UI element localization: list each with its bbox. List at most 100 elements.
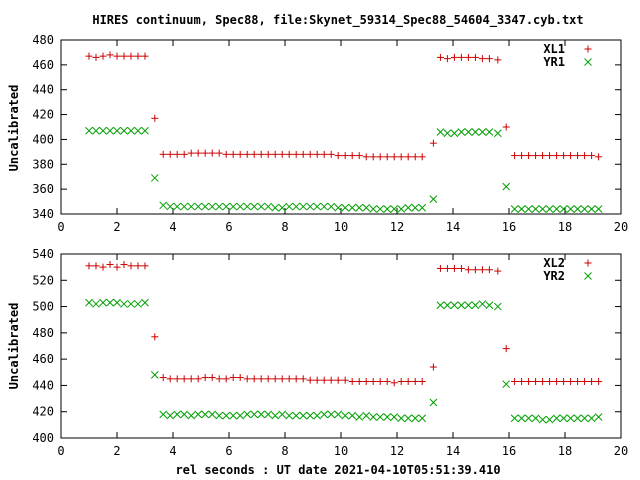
data-point <box>278 375 286 383</box>
data-point <box>166 375 174 383</box>
data-point <box>271 411 280 420</box>
data-point <box>99 52 107 60</box>
data-point <box>236 374 244 382</box>
data-point <box>581 152 589 160</box>
data-point <box>560 377 568 385</box>
data-point <box>320 410 329 419</box>
data-point <box>299 411 308 420</box>
data-point <box>580 414 589 423</box>
x-tick-label: 16 <box>502 220 516 234</box>
data-point <box>306 150 314 158</box>
data-point <box>493 129 502 138</box>
data-point <box>429 363 437 371</box>
data-point <box>236 150 244 158</box>
data-point <box>166 202 175 211</box>
data-point <box>173 375 181 383</box>
data-point <box>525 152 533 160</box>
data-point <box>539 377 547 385</box>
data-point <box>464 301 473 310</box>
data-point <box>362 203 371 212</box>
data-point <box>418 414 427 423</box>
data-point <box>517 414 526 423</box>
data-point <box>313 411 322 420</box>
data-point <box>292 411 301 420</box>
data-point <box>397 153 405 161</box>
data-point <box>355 203 364 212</box>
data-point <box>180 375 188 383</box>
data-point <box>134 300 142 308</box>
data-point <box>588 152 596 160</box>
data-point <box>257 150 265 158</box>
data-point <box>250 150 258 158</box>
data-point <box>566 414 575 423</box>
data-point <box>369 377 377 385</box>
data-point <box>450 301 459 310</box>
data-point <box>376 205 385 213</box>
data-point <box>334 203 343 212</box>
data-point <box>222 150 230 158</box>
data-point <box>510 205 519 213</box>
data-point <box>560 152 568 160</box>
data-point <box>215 411 224 420</box>
data-point <box>546 152 554 160</box>
data-point <box>134 52 142 60</box>
data-point <box>594 413 603 421</box>
data-point <box>229 202 238 211</box>
data-point <box>299 150 307 158</box>
data-point <box>180 150 188 158</box>
x-tick-label: 6 <box>225 220 232 234</box>
data-point <box>229 150 237 158</box>
data-point <box>355 377 363 385</box>
data-point <box>341 152 349 160</box>
data-point <box>478 55 486 63</box>
x-tick-label: 20 <box>614 220 628 234</box>
data-point <box>546 377 554 385</box>
data-point <box>334 376 342 384</box>
data-point <box>574 152 582 160</box>
data-point <box>471 301 480 310</box>
data-point <box>327 410 336 419</box>
data-point <box>348 411 357 420</box>
data-point <box>436 301 445 310</box>
data-point <box>113 52 121 60</box>
data-point <box>127 300 135 308</box>
data-point <box>502 123 510 131</box>
legend-label: XL2 <box>543 256 565 270</box>
data-point <box>436 128 445 136</box>
data-point <box>411 153 419 161</box>
data-point <box>517 205 526 213</box>
data-point <box>187 375 195 383</box>
data-point <box>250 202 259 211</box>
data-point <box>215 375 223 383</box>
data-point <box>134 262 142 270</box>
data-point <box>85 126 93 135</box>
series-yr1 <box>85 126 603 213</box>
data-point <box>127 262 135 270</box>
data-point <box>511 377 519 385</box>
data-point <box>92 300 100 308</box>
x-tick-label: 18 <box>558 220 572 234</box>
data-point <box>355 152 363 160</box>
legend-marker <box>584 272 592 280</box>
data-point <box>397 377 405 385</box>
series-yr2 <box>85 298 603 424</box>
data-point <box>327 376 335 384</box>
data-point <box>518 152 526 160</box>
data-point <box>141 126 149 135</box>
data-point <box>502 182 511 191</box>
data-point <box>464 128 473 136</box>
data-point <box>120 52 128 60</box>
data-point <box>320 202 329 211</box>
data-point <box>222 375 230 383</box>
y-tick-label: 460 <box>32 58 54 72</box>
data-point <box>285 375 293 383</box>
legend-label: YR1 <box>543 55 565 69</box>
data-point <box>222 411 231 420</box>
data-point <box>411 414 420 423</box>
data-point <box>390 379 398 387</box>
data-point <box>236 202 245 211</box>
x-tick-label: 14 <box>446 444 460 458</box>
data-point <box>464 266 472 274</box>
data-point <box>85 298 93 307</box>
